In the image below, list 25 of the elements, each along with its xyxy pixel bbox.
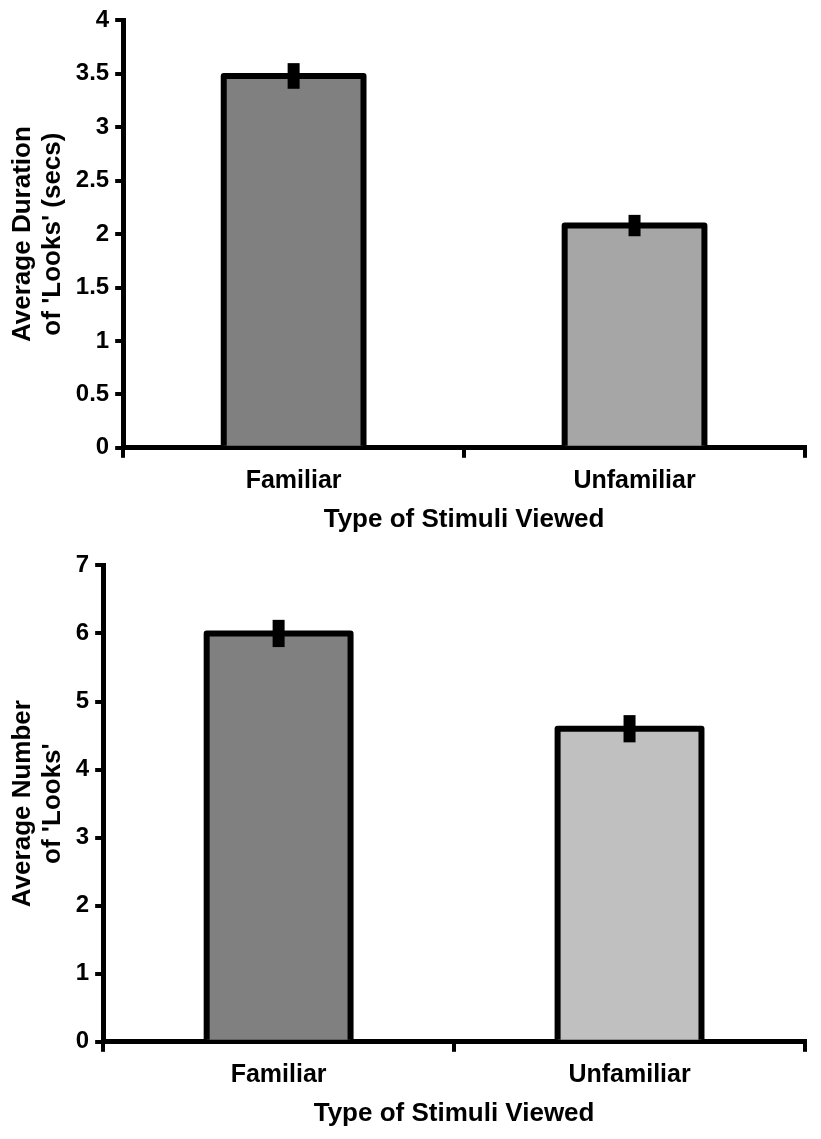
y-tick-label: 1 bbox=[75, 958, 90, 986]
x-tick-label: Unfamiliar bbox=[573, 464, 696, 493]
y-tick-label: 0 bbox=[75, 1026, 90, 1054]
x-tick-label: Familiar bbox=[230, 1058, 327, 1087]
y-tick-label: 4 bbox=[75, 754, 90, 782]
y-tick-label: 1 bbox=[95, 325, 110, 353]
y-tick-label: 1.5 bbox=[75, 272, 110, 300]
y-axis-title: Average Duration of 'Looks' (secs) bbox=[6, 126, 67, 342]
y-tick-label: 2.5 bbox=[75, 165, 110, 193]
x-tick-label: Unfamiliar bbox=[568, 1058, 691, 1087]
y-tick-label: 4 bbox=[95, 5, 110, 33]
y-tick-label: 0 bbox=[95, 432, 110, 460]
y-tick-label: 2 bbox=[95, 218, 110, 246]
x-tick-label: Familiar bbox=[245, 464, 342, 493]
y-tick-label: 3 bbox=[95, 111, 110, 139]
y-tick-label: 0.5 bbox=[75, 379, 110, 406]
x-axis-title: Type of Stimuli Viewed bbox=[323, 502, 605, 533]
y-tick-label: 3 bbox=[75, 822, 90, 850]
y-tick-label: 5 bbox=[75, 686, 90, 714]
y-tick-label: 3.5 bbox=[75, 58, 110, 86]
y-tick-label: 2 bbox=[75, 890, 90, 918]
y-tick-label: 6 bbox=[75, 618, 90, 646]
y-axis-title: Average Number of 'Looks' bbox=[6, 700, 67, 908]
x-axis-title: Type of Stimuli Viewed bbox=[313, 1096, 595, 1127]
y-tick-label: 7 bbox=[75, 550, 90, 578]
